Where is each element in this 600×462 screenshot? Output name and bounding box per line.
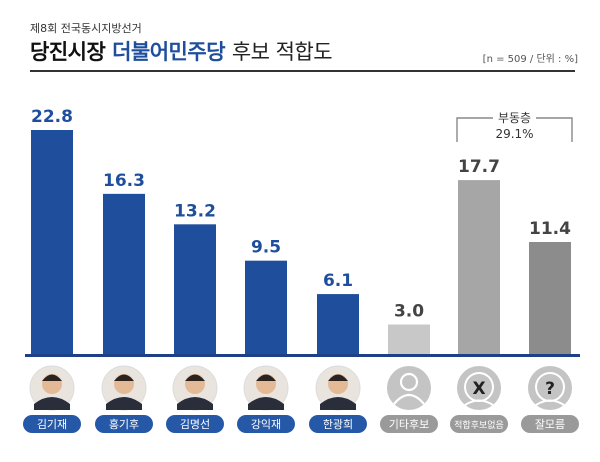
- candidate-photo-2: [172, 365, 218, 411]
- candidate-photo-1: [101, 365, 147, 411]
- bar-1: [103, 193, 145, 354]
- bar-4: [317, 294, 359, 354]
- bracket-value: 29.1%: [495, 127, 533, 141]
- category-label-3: 강익재: [251, 418, 281, 431]
- name-pill-2: [166, 415, 224, 433]
- svg-text:X: X: [472, 379, 485, 399]
- bar-7: [529, 242, 571, 354]
- chart-subtitle: 제8회 전국동시지방선거: [30, 22, 142, 35]
- name-pill-0: [23, 415, 81, 433]
- category-label-2: 김명선: [180, 418, 210, 431]
- category-label-0: 김기재: [37, 418, 67, 431]
- category-label-6: 적합후보없음: [454, 419, 504, 431]
- name-pill-7: [521, 415, 579, 433]
- title-party: 더불어민주당: [112, 40, 226, 64]
- candidate-photo-0: [29, 365, 75, 411]
- value-label-4: 6.1: [323, 271, 353, 291]
- name-pill-1: [95, 415, 153, 433]
- bracket-label: 부동층: [498, 111, 531, 125]
- title-topic: 후보 적합도: [231, 40, 333, 64]
- category-label-1: 홍기후: [109, 417, 139, 431]
- bar-6: [458, 180, 500, 354]
- bar-0: [31, 130, 73, 354]
- x-icon: X: [457, 366, 501, 410]
- undecided-bracket: [456, 117, 573, 142]
- question-icon: ?: [528, 366, 572, 410]
- value-label-2: 13.2: [174, 201, 216, 221]
- chart-title: 당진시장 더불어민주당 후보 적합도: [30, 36, 333, 66]
- svg-text:?: ?: [545, 379, 555, 399]
- title-rule: [30, 70, 575, 72]
- category-label-5: 기타후보: [389, 418, 429, 431]
- person-icon: [387, 366, 431, 410]
- value-label-0: 22.8: [31, 107, 73, 127]
- name-pill-4: [309, 415, 367, 433]
- bar-3: [245, 260, 287, 354]
- bar-2: [174, 224, 216, 354]
- value-label-5: 3.0: [394, 302, 424, 322]
- value-label-3: 9.5: [251, 238, 281, 258]
- candidate-photo-3: [243, 365, 289, 411]
- name-pill-5: [380, 415, 438, 433]
- value-label-1: 16.3: [103, 171, 145, 191]
- category-label-7: 잘모름: [535, 418, 565, 431]
- baseline: [25, 354, 580, 357]
- name-pill-6: [450, 415, 508, 433]
- sample-note: [n = 509 / 단위 : %]: [482, 54, 578, 65]
- candidate-photo-4: [315, 365, 361, 411]
- value-label-6: 17.7: [458, 157, 500, 177]
- value-label-7: 11.4: [529, 219, 571, 239]
- category-label-4: 한광희: [323, 418, 353, 431]
- bar-5: [388, 324, 430, 354]
- title-region: 당진시장: [30, 40, 106, 64]
- name-pill-3: [237, 415, 295, 433]
